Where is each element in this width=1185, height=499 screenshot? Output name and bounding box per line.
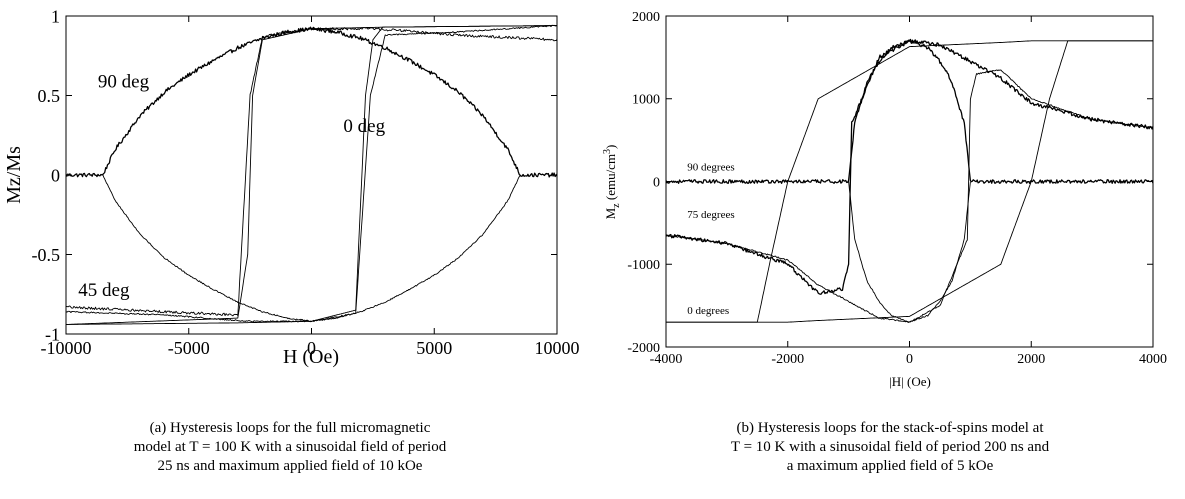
caption-a-line-1: (a) Hysteresis loops for the full microm… <box>149 420 431 436</box>
chart-b-x-tick-label: -4000 <box>650 352 683 367</box>
chart-a-x-tick-label: -10000 <box>41 338 92 358</box>
caption-a: (a) Hysteresis loops for the full microm… <box>10 419 570 476</box>
chart-a-annotation: 0 deg <box>343 116 385 137</box>
chart-b-annotation: 90 degrees <box>687 162 734 174</box>
caption-b-line-1: (b) Hysteresis loops for the stack-of-sp… <box>736 420 1044 436</box>
chart-a-y-tick-label: -0.5 <box>32 245 61 265</box>
chart-b-x-tick-label: 2000 <box>1017 352 1045 367</box>
chart-a-series-line-6 <box>66 25 557 325</box>
chart-b-y-tick-label: 2000 <box>632 10 660 25</box>
chart-a-plot-frame <box>65 15 558 335</box>
chart-b-y-axis-label: Mz (emu/cm3) <box>602 145 622 220</box>
chart-a-x-tick-label: -5000 <box>168 338 210 358</box>
chart-panel-a: -10000 -5000 0 5000 10000 -1 -0.5 0 0.5 1 90 deg 0 … <box>0 0 580 400</box>
chart-b-y-tick-label: 0 <box>653 175 660 190</box>
chart-a-annotation: 45 deg <box>78 280 130 301</box>
chart-a-annotation: 90 deg <box>98 72 150 93</box>
chart-a-y-tick-label: 0 <box>51 165 60 185</box>
chart-a-x-tick-label: 10000 <box>535 338 580 358</box>
chart-b-series-line-2 <box>666 40 1153 323</box>
chart-a-svg: -10000 -5000 0 5000 10000 -1 -0.5 0 0.5 1 90 deg 0 … <box>3 6 580 368</box>
caption-a-line-2: model at T = 100 K with a sinusoidal fie… <box>133 439 447 455</box>
y-label-part: M <box>603 207 618 219</box>
chart-b-series-line-3 <box>665 38 1154 184</box>
chart-b-x-tick-label: 4000 <box>1139 352 1167 367</box>
chart-a-series-line-4 <box>65 24 558 323</box>
chart-b-y-tick-label: -1000 <box>627 258 660 273</box>
y-label-part: (emu/cm <box>603 154 618 203</box>
chart-b-annotation: 0 degrees <box>687 305 729 317</box>
chart-b-y-tick-label: -2000 <box>627 341 660 356</box>
caption-b: (b) Hysteresis loops for the stack-of-sp… <box>610 419 1170 476</box>
chart-b-x-tick-label: 0 <box>906 352 913 367</box>
chart-b-x-axis-label: |H| (Oe) <box>889 374 931 389</box>
chart-b-series-line-5 <box>665 39 1154 295</box>
chart-a-y-tick-label: 1 <box>51 6 60 26</box>
chart-a-y-tick-label: -1 <box>45 324 60 344</box>
caption-b-line-2: T = 10 K with a sinusoidal field of peri… <box>730 439 1050 455</box>
chart-a-series-line-1 <box>65 26 558 178</box>
y-label-part: ) <box>603 145 618 149</box>
caption-a-line-3: 25 ns and maximum applied field of 10 kO… <box>157 458 423 474</box>
chart-a-series-line-2 <box>102 174 521 323</box>
chart-panel-b: -4000 -2000 0 2000 4000 -2000 -1000 0 1000 2000 90… <box>595 0 1185 400</box>
chart-b-x-tick-label: -2000 <box>771 352 804 367</box>
chart-b-annotation: 75 degrees <box>687 209 734 221</box>
chart-b-series-line-6 <box>665 69 1154 323</box>
y-label-part: 3 <box>602 149 613 154</box>
chart-a-x-tick-label: 0 <box>307 338 316 358</box>
chart-a-y-axis-label: Mz/Ms <box>3 146 25 204</box>
chart-a-x-axis-label: H (Oe) <box>283 346 339 368</box>
chart-b-svg: -4000 -2000 0 2000 4000-2000-100001000200090… <box>602 10 1167 389</box>
chart-a-y-tick-label: 0.5 <box>38 86 61 106</box>
chart-a-series-line-5 <box>65 25 557 325</box>
chart-b-y-tick-label: 1000 <box>632 93 660 108</box>
chart-a-x-tick-label: 5000 <box>416 338 452 358</box>
caption-b-line-3: a maximum applied field of 5 kOe <box>786 458 994 474</box>
chart-b-series-line-4 <box>848 181 971 323</box>
y-label-part: z <box>611 203 622 208</box>
